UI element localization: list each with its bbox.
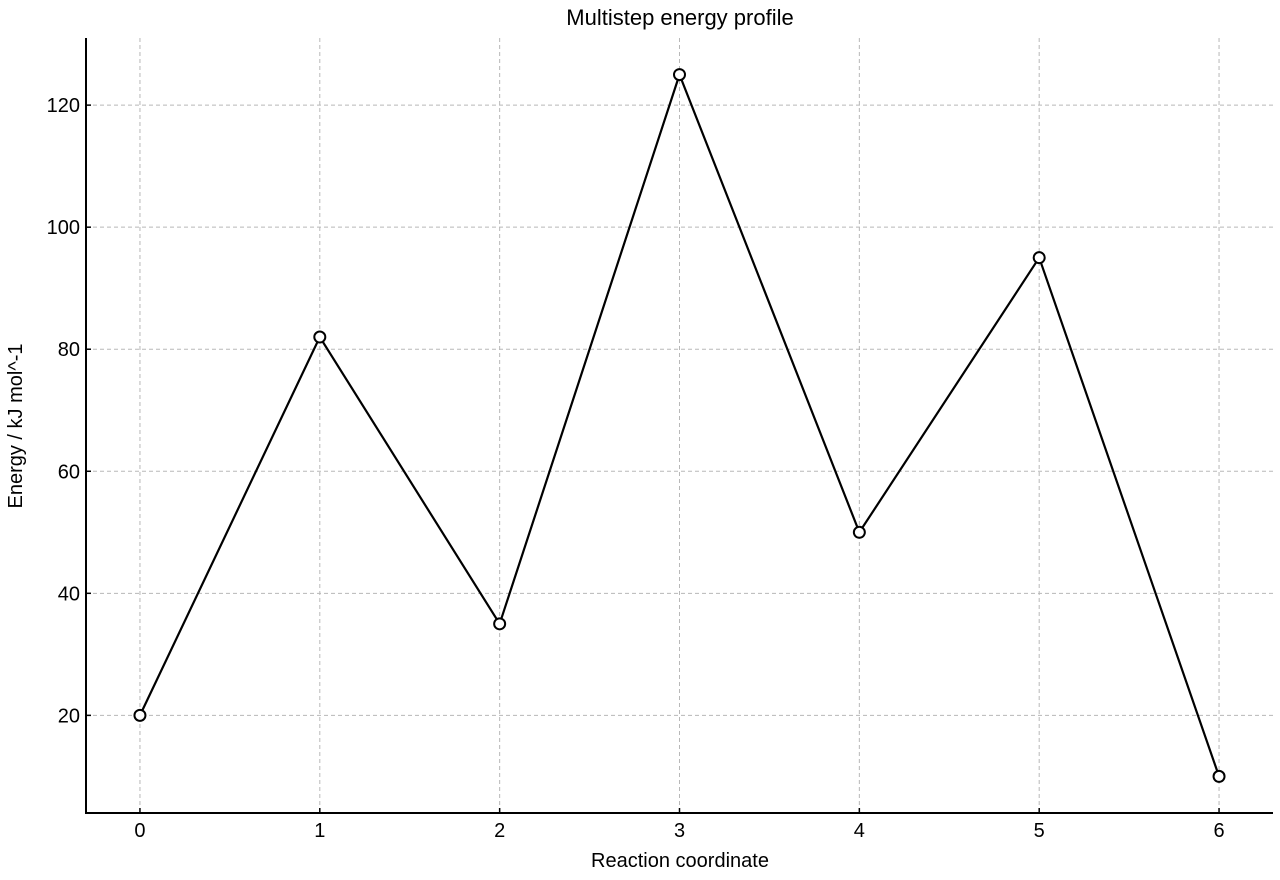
x-tick-label: 1	[314, 820, 325, 842]
x-axis-label: Reaction coordinate	[591, 850, 769, 872]
y-tick-label: 80	[58, 339, 80, 361]
x-tick-label: 2	[494, 820, 505, 842]
x-tick-label: 4	[854, 820, 865, 842]
y-tick-label: 40	[58, 583, 80, 605]
y-tick-label: 120	[47, 95, 80, 117]
data-point	[493, 617, 507, 631]
x-tick-label: 6	[1213, 820, 1224, 842]
axes	[85, 38, 1273, 814]
y-tick-label: 100	[47, 217, 80, 239]
data-point	[1032, 251, 1046, 265]
tick-labels: 0 1 2 3 4 5 6 20 40 60 80 100 120	[47, 95, 1225, 842]
x-tick-label: 3	[674, 820, 685, 842]
data-point	[313, 330, 327, 344]
grid-lines	[86, 38, 1273, 813]
data-point	[852, 525, 866, 539]
y-tick-label: 20	[58, 705, 80, 727]
data-point	[133, 708, 147, 722]
x-tick-label: 0	[134, 820, 145, 842]
data-point	[673, 68, 686, 82]
data-point	[1212, 769, 1226, 783]
chart-title: Multistep energy profile	[566, 5, 793, 30]
data-series	[133, 68, 1226, 783]
y-axis-label: Energy / kJ mol^-1	[5, 344, 27, 509]
y-tick-label: 60	[58, 461, 80, 483]
x-tick-label: 5	[1034, 820, 1045, 842]
